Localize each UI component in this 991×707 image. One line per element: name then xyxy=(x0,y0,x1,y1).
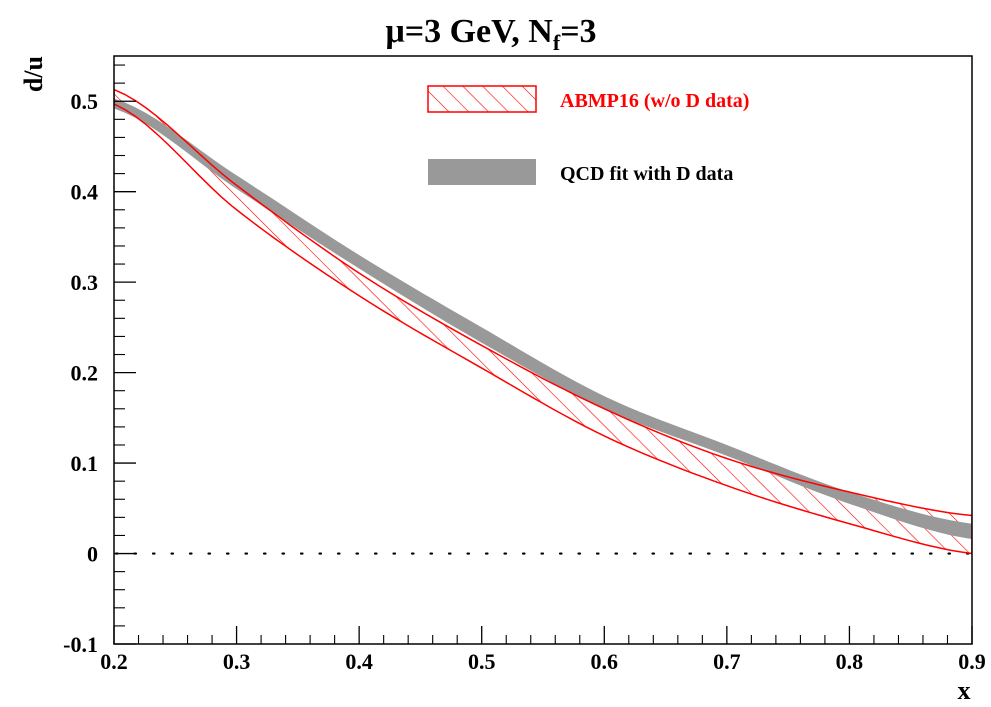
x-tick-label: 0.3 xyxy=(223,649,251,674)
legend-label-abmp16: ABMP16 (w/o D data) xyxy=(560,90,749,112)
plot-frame xyxy=(113,55,973,645)
y-tick-label: 0.5 xyxy=(71,89,99,114)
x-tick-label: 0.9 xyxy=(958,649,986,674)
x-tick-label: 0.2 xyxy=(100,649,128,674)
plot-area xyxy=(114,88,972,555)
x-axis-label: x xyxy=(958,676,971,705)
chart-title: μ=3 GeV, Nf=3 xyxy=(385,13,596,55)
legend-swatch-qcd-fit xyxy=(428,159,536,185)
y-tick-label: 0.3 xyxy=(71,270,99,295)
y-tick-label: 0.1 xyxy=(71,451,99,476)
abmp16-band xyxy=(114,89,972,554)
y-tick-label: -0.1 xyxy=(63,632,98,657)
y-tick-label: 0.4 xyxy=(71,180,99,205)
qcd-fit-band xyxy=(114,98,972,540)
x-tick-label: 0.6 xyxy=(591,649,619,674)
x-tick-label: 0.7 xyxy=(713,649,741,674)
x-tick-label: 0.8 xyxy=(836,649,864,674)
legend-swatch-abmp16 xyxy=(427,85,537,113)
y-axis-label: d/u xyxy=(19,56,48,92)
abmp16-band-outline xyxy=(114,88,972,555)
y-tick-label: 0 xyxy=(87,542,98,567)
x-tick-label: 0.4 xyxy=(345,649,373,674)
legend: ABMP16 (w/o D data) QCD fit with D data xyxy=(427,85,749,185)
y-tick-label: 0.2 xyxy=(71,361,99,386)
legend-label-qcd-fit: QCD fit with D data xyxy=(560,163,733,185)
x-tick-label: 0.5 xyxy=(468,649,496,674)
axes: 0.2 0.3 0.4 0.5 0.6 0.7 0.8 0.9 -0.1 0 0.1 0.2 0.3 0.… xyxy=(63,55,986,674)
